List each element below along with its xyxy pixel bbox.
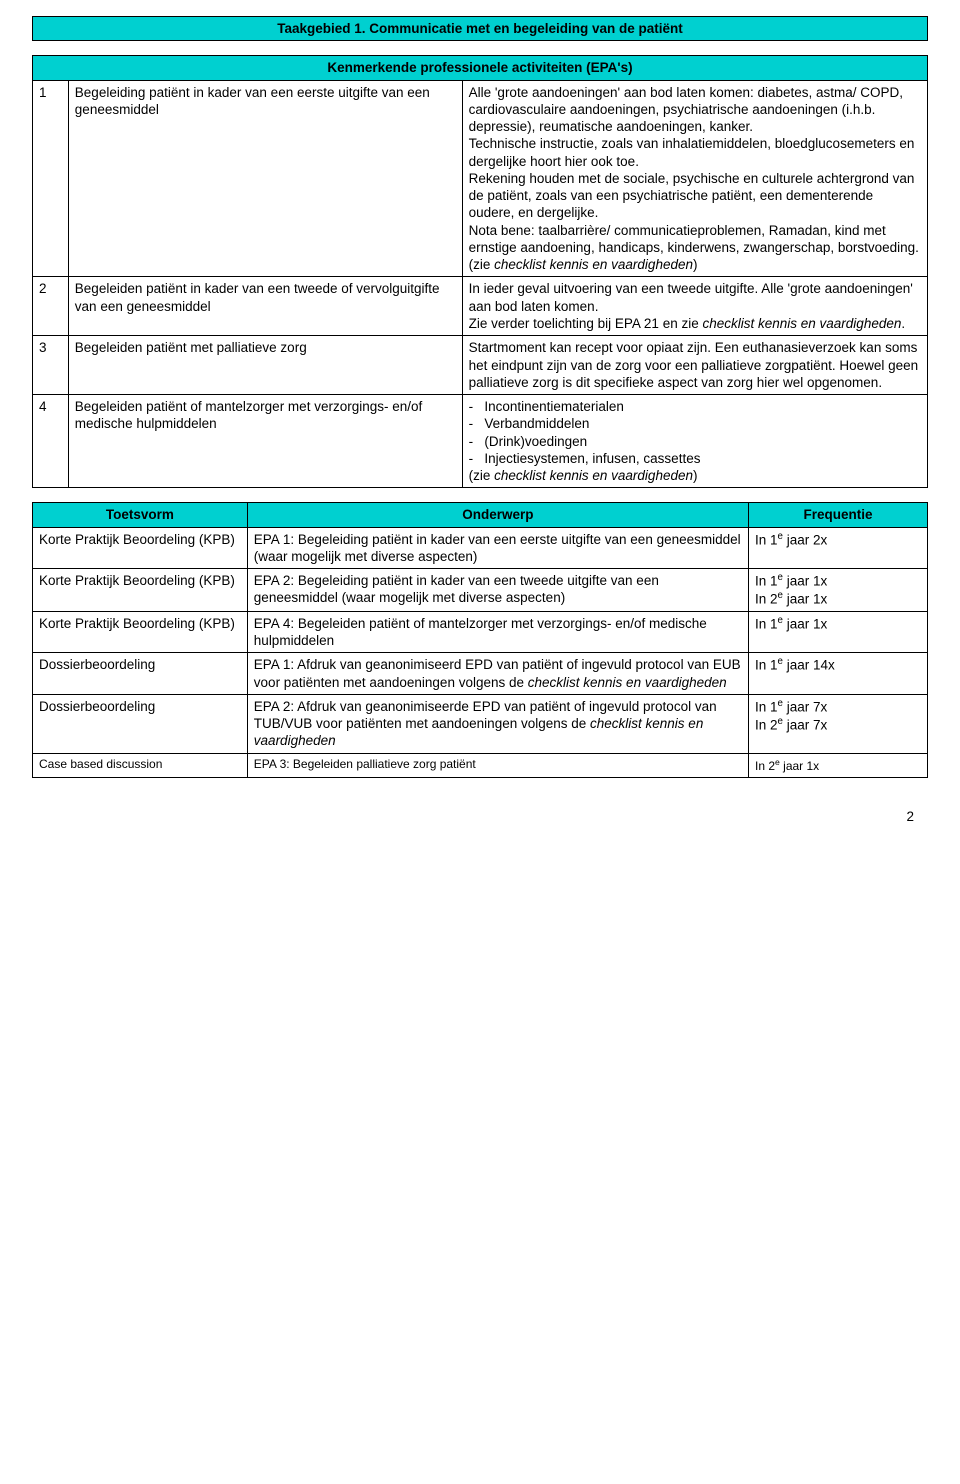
- assess-row: Korte Praktijk Beoordeling (KPB)EPA 1: B…: [33, 527, 928, 569]
- assess-header-frequentie: Frequentie: [749, 503, 928, 527]
- epa-row-num: 2: [33, 277, 69, 336]
- epa-row-num: 4: [33, 395, 69, 488]
- assess-row: DossierbeoordelingEPA 1: Afdruk van gean…: [33, 653, 928, 695]
- assess-frequentie: In 1e jaar 1xIn 2e jaar 1x: [749, 569, 928, 612]
- epa-header: Kenmerkende professionele activiteiten (…: [33, 56, 928, 80]
- assess-onderwerp: EPA 1: Begeleiding patiënt in kader van …: [247, 527, 748, 569]
- title-cell: Taakgebied 1. Communicatie met en begele…: [33, 17, 928, 41]
- epa-row: 3Begeleiden patiënt met palliatieve zorg…: [33, 336, 928, 395]
- assess-onderwerp: EPA 1: Afdruk van geanonimiseerd EPD van…: [247, 653, 748, 695]
- epa-row-activity: Begeleiden patiënt of mantelzorger met v…: [68, 395, 462, 488]
- assess-row: Case based discussionEPA 3: Begeleiden p…: [33, 753, 928, 777]
- assess-onderwerp: EPA 2: Afdruk van geanonimiseerde EPD va…: [247, 694, 748, 753]
- epa-row-num: 1: [33, 80, 69, 277]
- epa-row-activity: Begeleiden patiënt met palliatieve zorg: [68, 336, 462, 395]
- assess-row: Korte Praktijk Beoordeling (KPB)EPA 4: B…: [33, 611, 928, 653]
- epa-table: Kenmerkende professionele activiteiten (…: [32, 55, 928, 488]
- epa-row: 1Begeleiding patiënt in kader van een ee…: [33, 80, 928, 277]
- assess-frequentie: In 1e jaar 2x: [749, 527, 928, 569]
- assess-row: Korte Praktijk Beoordeling (KPB)EPA 2: B…: [33, 569, 928, 612]
- assess-toetsvorm: Dossierbeoordeling: [33, 694, 248, 753]
- assess-header-onderwerp: Onderwerp: [247, 503, 748, 527]
- assess-onderwerp: EPA 3: Begeleiden palliatieve zorg patië…: [247, 753, 748, 777]
- epa-row-detail: In ieder geval uitvoering van een tweede…: [462, 277, 927, 336]
- assess-toetsvorm: Dossierbeoordeling: [33, 653, 248, 695]
- page-number: 2: [32, 808, 928, 825]
- epa-row-num: 3: [33, 336, 69, 395]
- epa-row: 2Begeleiden patiënt in kader van een twe…: [33, 277, 928, 336]
- assess-header-toetsvorm: Toetsvorm: [33, 503, 248, 527]
- assess-onderwerp: EPA 2: Begeleiding patiënt in kader van …: [247, 569, 748, 612]
- assess-toetsvorm: Korte Praktijk Beoordeling (KPB): [33, 527, 248, 569]
- assess-toetsvorm: Case based discussion: [33, 753, 248, 777]
- epa-row: 4Begeleiden patiënt of mantelzorger met …: [33, 395, 928, 488]
- assess-frequentie: In 2e jaar 1x: [749, 753, 928, 777]
- epa-row-activity: Begeleiden patiënt in kader van een twee…: [68, 277, 462, 336]
- title-table: Taakgebied 1. Communicatie met en begele…: [32, 16, 928, 41]
- assess-frequentie: In 1e jaar 1x: [749, 611, 928, 653]
- epa-row-activity: Begeleiding patiënt in kader van een eer…: [68, 80, 462, 277]
- assess-frequentie: In 1e jaar 14x: [749, 653, 928, 695]
- assess-row: DossierbeoordelingEPA 2: Afdruk van gean…: [33, 694, 928, 753]
- assess-toetsvorm: Korte Praktijk Beoordeling (KPB): [33, 611, 248, 653]
- epa-row-detail: Startmoment kan recept voor opiaat zijn.…: [462, 336, 927, 395]
- assess-onderwerp: EPA 4: Begeleiden patiënt of mantelzorge…: [247, 611, 748, 653]
- assessment-table: Toetsvorm Onderwerp Frequentie Korte Pra…: [32, 502, 928, 778]
- assess-frequentie: In 1e jaar 7xIn 2e jaar 7x: [749, 694, 928, 753]
- assess-toetsvorm: Korte Praktijk Beoordeling (KPB): [33, 569, 248, 612]
- epa-row-detail: Alle 'grote aandoeningen' aan bod laten …: [462, 80, 927, 277]
- epa-row-detail: - Incontinentiematerialen- Verbandmiddel…: [462, 395, 927, 488]
